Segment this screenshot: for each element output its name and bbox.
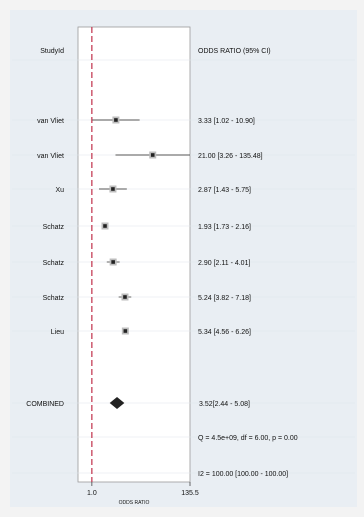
q-statistic-text: Q = 4.5e+09, df = 6.00, p = 0.00 [198, 435, 298, 442]
effect-point [123, 295, 127, 299]
study-ci-text: 2.87 [1.43 - 5.75] [198, 187, 251, 194]
effect-point [111, 187, 115, 191]
effect-point [111, 260, 115, 264]
study-ci-text: 21.00 [3.26 - 135.48] [198, 153, 263, 160]
study-label: Xu [55, 187, 64, 194]
study-ci-text: 3.33 [1.02 - 10.90] [198, 118, 255, 125]
study-ci-text: 2.90 [2.11 - 4.01] [198, 260, 250, 267]
i2-statistic-text: I2 = 100.00 [100.00 - 100.00] [198, 471, 288, 478]
study-label: Schatz [43, 224, 65, 231]
study-label: van Vliet [37, 118, 64, 125]
x-axis-label: ODDS RATIO [119, 500, 150, 506]
combined-label: COMBINED [26, 401, 64, 408]
effect-point [150, 153, 155, 157]
combined-ci-text: 3.52[2.44 - 5.08] [199, 401, 250, 408]
effect-point [103, 224, 107, 228]
effect-point [123, 329, 128, 333]
study-label: van Vliet [37, 153, 64, 160]
study-ci-text: 5.34 [4.56 - 6.26] [198, 329, 251, 336]
combined-diamond [109, 397, 125, 409]
x-tick-label: 135.5 [181, 490, 199, 497]
study-ci-text: 5.24 [3.82 - 7.18] [198, 295, 251, 302]
x-tick-label: 1.0 [87, 490, 97, 497]
effect-point [114, 118, 118, 122]
study-label: Lieu [51, 329, 64, 336]
plot-area [77, 26, 191, 483]
studyid-header: StudyId [40, 48, 64, 55]
study-label: Schatz [43, 295, 65, 302]
study-ci-text: 1.93 [1.73 - 2.16] [198, 224, 251, 231]
odds-ratio-header: ODDS RATIO (95% CI) [198, 48, 271, 55]
study-label: Schatz [43, 260, 65, 267]
